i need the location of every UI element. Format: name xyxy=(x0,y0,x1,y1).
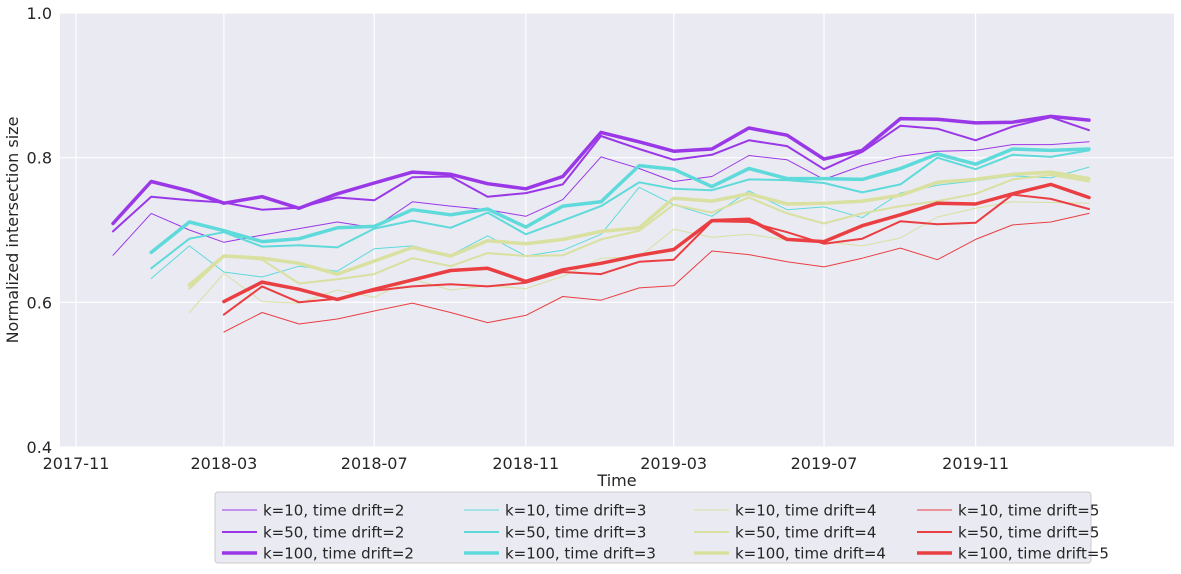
x-tick-label: 2018-07 xyxy=(341,454,408,473)
legend-label: k=50, time drift=4 xyxy=(735,524,876,542)
x-axis-label: Time xyxy=(596,471,636,490)
y-tick-label: 0.8 xyxy=(27,149,52,168)
legend-label: k=50, time drift=2 xyxy=(263,524,404,542)
series-line-5 xyxy=(149,147,1091,255)
series-line-2 xyxy=(111,114,1091,226)
x-tick-labels: 2017-11 2018-03 2018-07 2018-11 2019-03 2019-… xyxy=(43,454,1009,473)
legend-label: k=100, time drift=3 xyxy=(505,545,656,563)
y-axis-label: Normalized intersection size xyxy=(3,117,22,344)
y-tick-label: 0.6 xyxy=(27,293,52,312)
legend-frame xyxy=(214,491,1092,564)
series-line-11 xyxy=(222,182,1091,304)
x-tick-label: 2019-07 xyxy=(791,454,858,473)
legend-label: k=100, time drift=4 xyxy=(735,545,886,563)
y-tick-label: 0.4 xyxy=(27,438,52,457)
series-lines xyxy=(111,114,1091,333)
x-tick-label: 2017-11 xyxy=(43,454,110,473)
legend-label: k=50, time drift=5 xyxy=(958,524,1099,542)
series-line-7 xyxy=(188,174,1090,290)
legend-label: k=100, time drift=2 xyxy=(263,545,414,563)
legend-label: k=100, time drift=5 xyxy=(958,545,1109,563)
series-line-9 xyxy=(223,212,1090,333)
y-tick-label: 1.0 xyxy=(27,4,52,23)
legend-label: k=10, time drift=4 xyxy=(735,502,876,520)
series-line-8 xyxy=(187,170,1091,287)
grid-lines xyxy=(60,12,1174,448)
legend: k=10, time drift=2 k=50, time drift=2 k=10… xyxy=(214,491,1109,564)
x-tick-label: 2019-11 xyxy=(942,454,1009,473)
series-line-0 xyxy=(112,141,1090,256)
legend-label: k=50, time drift=3 xyxy=(505,524,646,542)
legend-label: k=10, time drift=3 xyxy=(505,502,646,520)
series-line-4 xyxy=(150,149,1090,270)
legend-label: k=10, time drift=5 xyxy=(958,502,1099,520)
x-tick-label: 2019-03 xyxy=(640,454,707,473)
series-line-3 xyxy=(150,166,1090,279)
series-line-1 xyxy=(112,116,1090,233)
legend-label: k=10, time drift=2 xyxy=(263,502,404,520)
y-tick-labels: 0.4 0.6 0.8 1.0 xyxy=(27,4,52,457)
x-tick-label: 2018-03 xyxy=(190,454,257,473)
x-tick-label: 2018-11 xyxy=(492,454,559,473)
